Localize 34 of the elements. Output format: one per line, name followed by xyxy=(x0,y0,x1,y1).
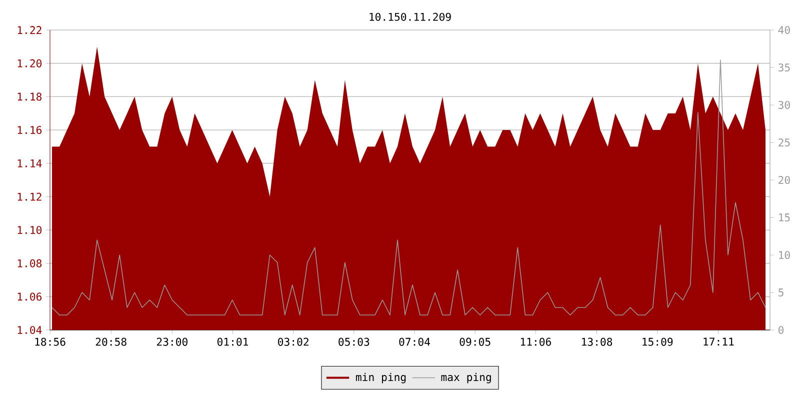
x-tick-label: 11:06 xyxy=(520,338,551,346)
y-tick-label: 1.04 xyxy=(18,326,42,334)
x-tick-label: 05:03 xyxy=(338,338,370,346)
y-tick-label: 1.22 xyxy=(18,26,42,34)
x-tick-label: 03:02 xyxy=(278,338,308,346)
y-tick-label: 1.12 xyxy=(18,192,42,201)
x-tick-label: 18:56 xyxy=(35,338,66,346)
y2-tick-label: 0 xyxy=(778,326,784,334)
chart-title: 10.150.11.209 xyxy=(370,12,451,21)
y2-tick-label: 20 xyxy=(778,176,790,184)
x-tick-label: 01:01 xyxy=(217,338,248,346)
x-tick-label: 07:04 xyxy=(399,338,430,346)
x-tick-label: 17:11 xyxy=(704,338,734,346)
y-tick-label: 1.18 xyxy=(18,92,42,101)
x-tick-label: 20:58 xyxy=(96,338,126,346)
x-tick-label: 09:05 xyxy=(460,338,490,346)
y2-tick-label: 25 xyxy=(778,138,790,147)
y2-tick-label: 40 xyxy=(778,26,790,34)
y-tick-label: 1.14 xyxy=(18,159,42,168)
legend-label: min ping xyxy=(356,372,406,384)
y2-tick-label: 5 xyxy=(778,288,784,296)
y2-tick-label: 10 xyxy=(779,250,790,260)
y2-tick-label: 30 xyxy=(778,100,790,110)
y-tick-label: 1.20 xyxy=(18,59,42,68)
y2-tick-label: 15 xyxy=(779,214,790,222)
y-tick-label: 1.06 xyxy=(18,292,42,301)
y-tick-label: 1.08 xyxy=(18,259,42,268)
y-tick-label: 1.10 xyxy=(18,226,42,234)
y2-tick-label: 35 xyxy=(778,63,790,72)
x-tick-label: 23:00 xyxy=(156,338,188,346)
x-tick-label: 15:09 xyxy=(642,338,673,346)
y-tick-label: 1.16 xyxy=(18,126,42,134)
legend-label: max ping xyxy=(441,372,491,384)
x-tick-label: 13:08 xyxy=(582,338,612,346)
